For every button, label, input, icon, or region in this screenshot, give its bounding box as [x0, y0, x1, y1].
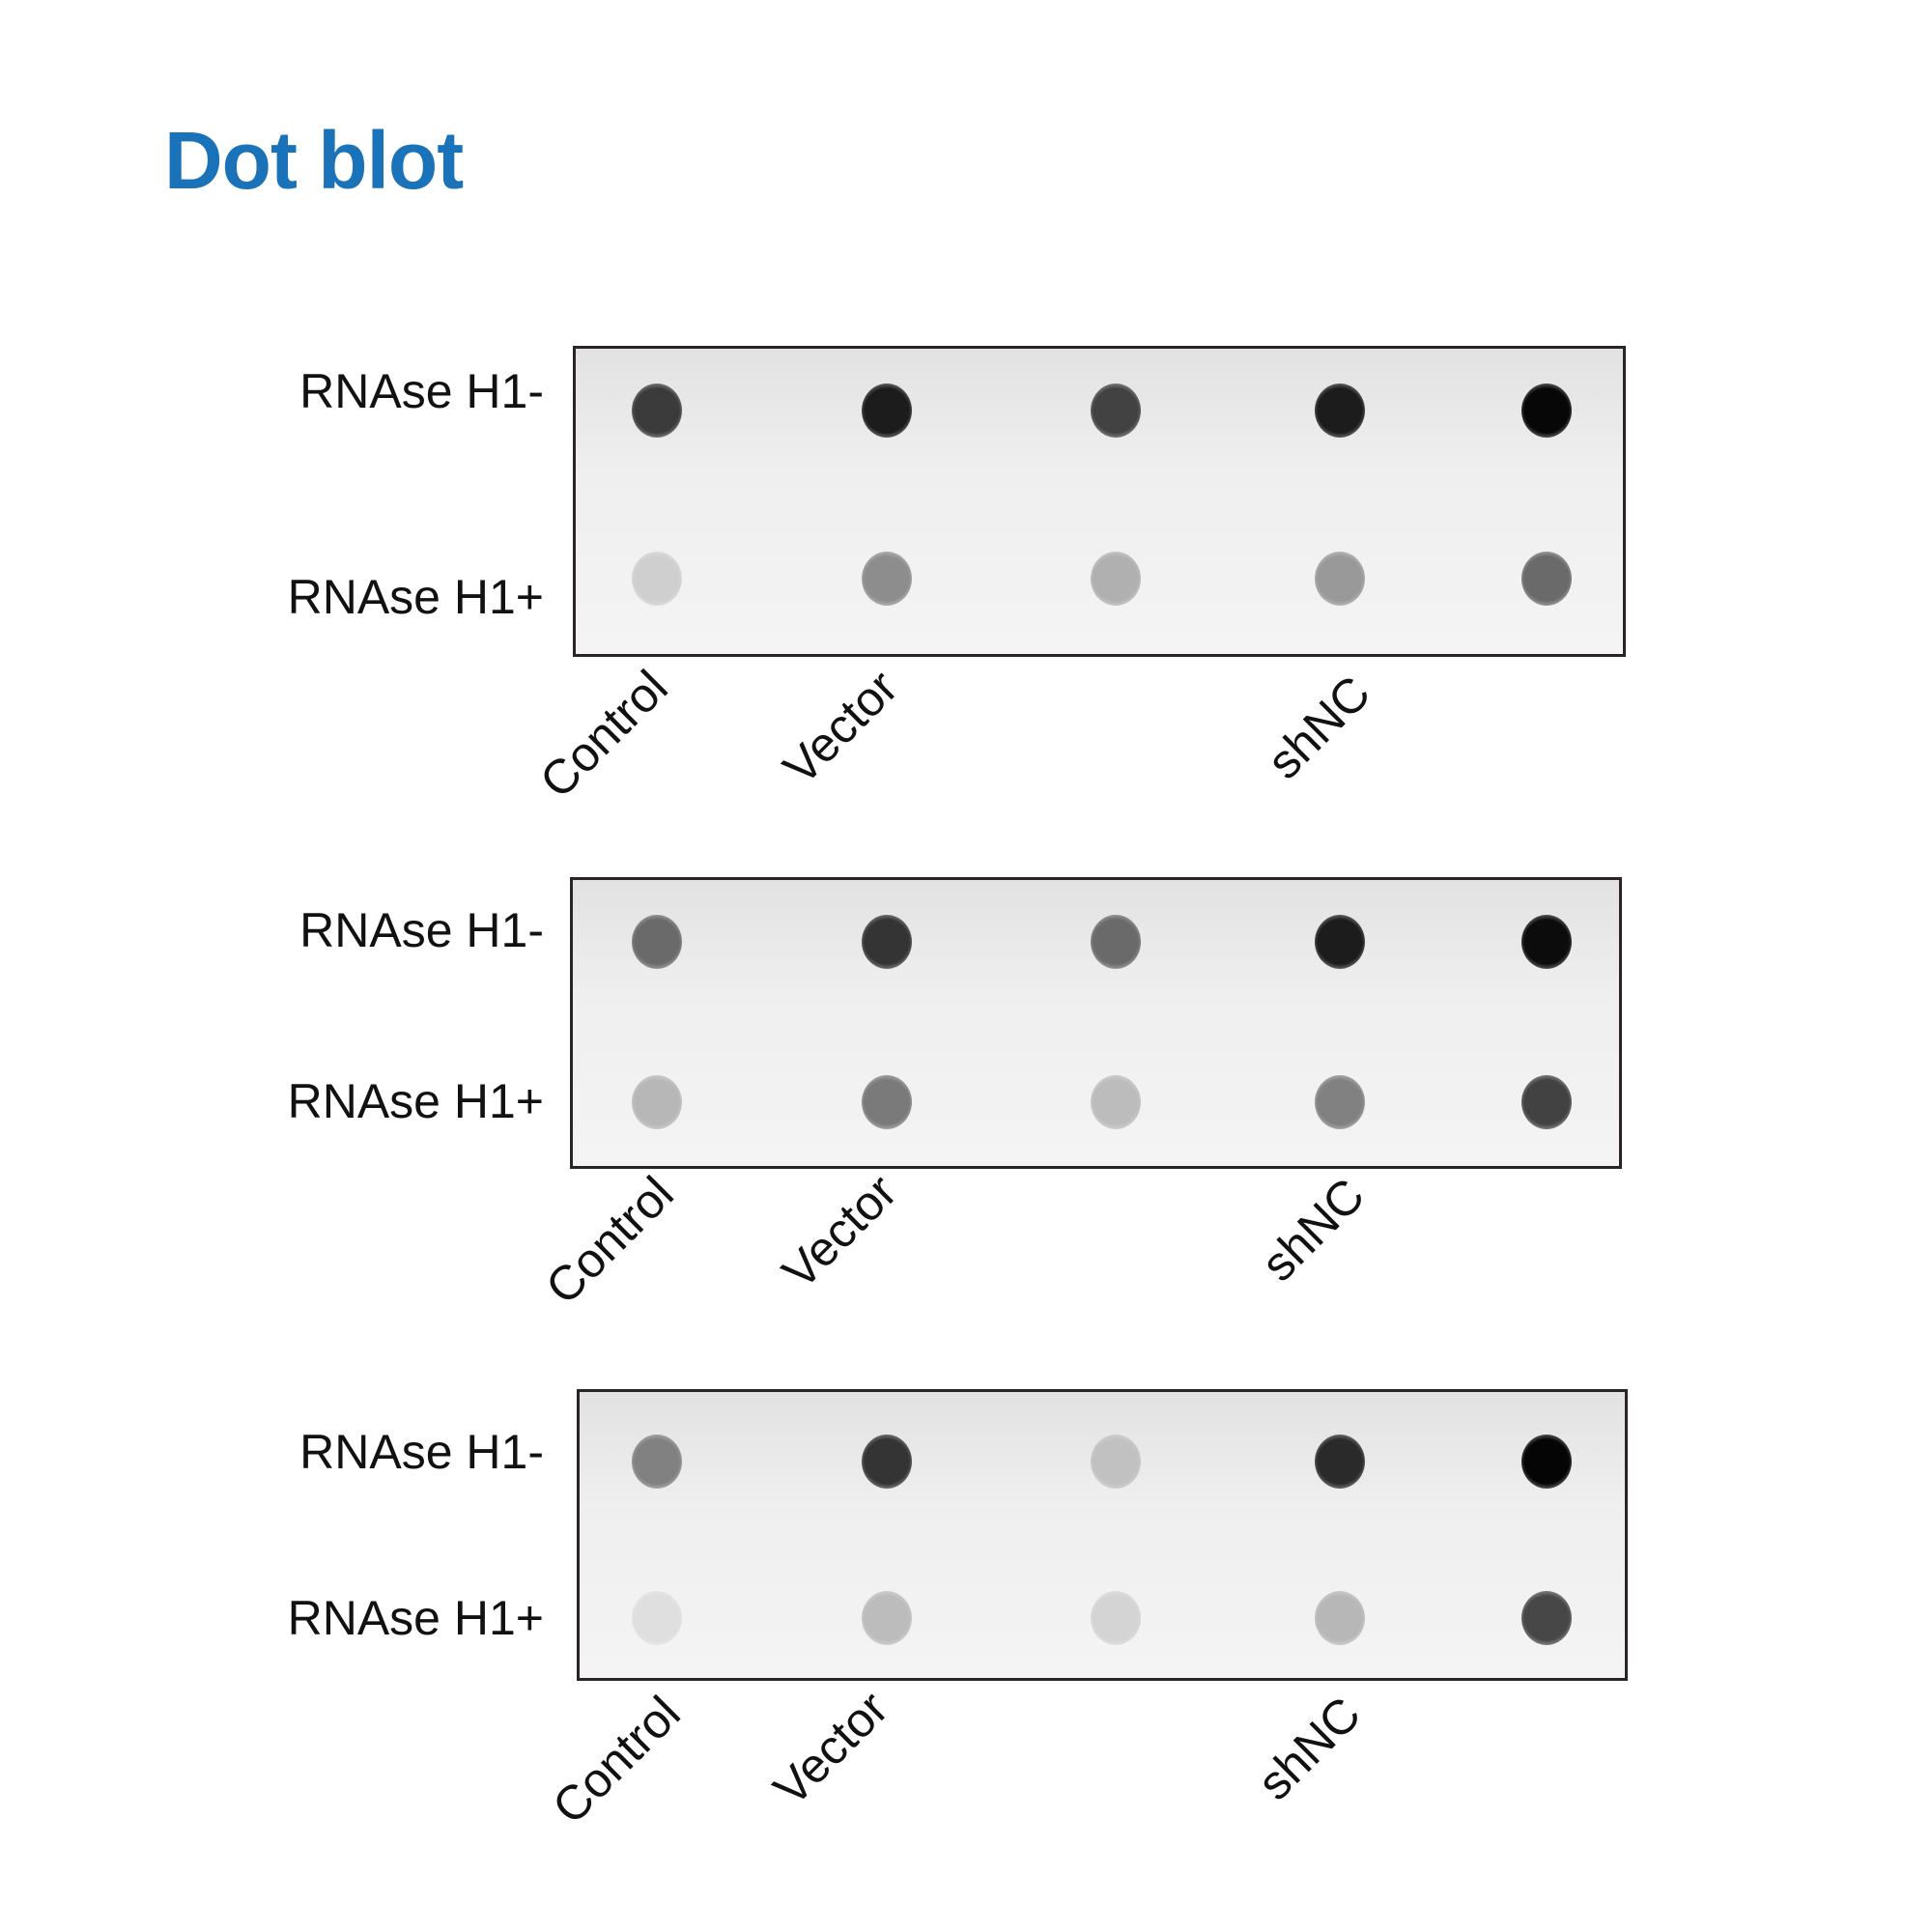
- dot: [632, 915, 682, 969]
- dot: [1091, 552, 1141, 606]
- dot: [1315, 1591, 1365, 1645]
- dot: [1315, 552, 1365, 606]
- column-label: Vector: [763, 1681, 898, 1816]
- dot: [1091, 384, 1141, 438]
- row-label: RNAse H1+: [287, 570, 544, 624]
- row-label: RNAse H1-: [299, 364, 544, 418]
- dot: [1521, 1435, 1572, 1489]
- dot: [1091, 915, 1141, 969]
- dot: [1091, 1435, 1141, 1489]
- dot: [1521, 384, 1572, 438]
- column-label: Control: [529, 660, 678, 809]
- dot: [1315, 915, 1365, 969]
- dot: [1521, 1591, 1572, 1645]
- dot: [632, 1075, 682, 1129]
- dot: [862, 1075, 912, 1129]
- dot: [862, 384, 912, 438]
- row-label: RNAse H1+: [287, 1074, 544, 1128]
- dot: [632, 552, 682, 606]
- dot: [1091, 1591, 1141, 1645]
- column-label: Vector: [773, 660, 908, 795]
- column-label: shNC: [1250, 1167, 1376, 1293]
- row-label: RNAse H1+: [287, 1591, 544, 1645]
- dot: [1091, 1075, 1141, 1129]
- row-label: RNAse H1-: [299, 903, 544, 957]
- dot: [1315, 384, 1365, 438]
- dot: [1315, 1075, 1365, 1129]
- dot: [632, 1435, 682, 1489]
- dot: [1521, 552, 1572, 606]
- column-label: shNC: [1246, 1686, 1372, 1811]
- column-label: Control: [542, 1686, 691, 1834]
- dot: [862, 915, 912, 969]
- dot: [632, 1591, 682, 1645]
- column-label: Vector: [772, 1164, 907, 1299]
- blot-panel-2: [570, 877, 1622, 1169]
- dot: [1521, 1075, 1572, 1129]
- dot: [862, 1591, 912, 1645]
- dot: [862, 552, 912, 606]
- dot: [1521, 915, 1572, 969]
- column-label: shNC: [1256, 665, 1381, 790]
- dot: [1315, 1435, 1365, 1489]
- figure-title: Dot blot: [164, 115, 464, 206]
- row-label: RNAse H1-: [299, 1425, 544, 1479]
- dot: [862, 1435, 912, 1489]
- dot: [632, 384, 682, 438]
- column-label: Control: [535, 1166, 684, 1315]
